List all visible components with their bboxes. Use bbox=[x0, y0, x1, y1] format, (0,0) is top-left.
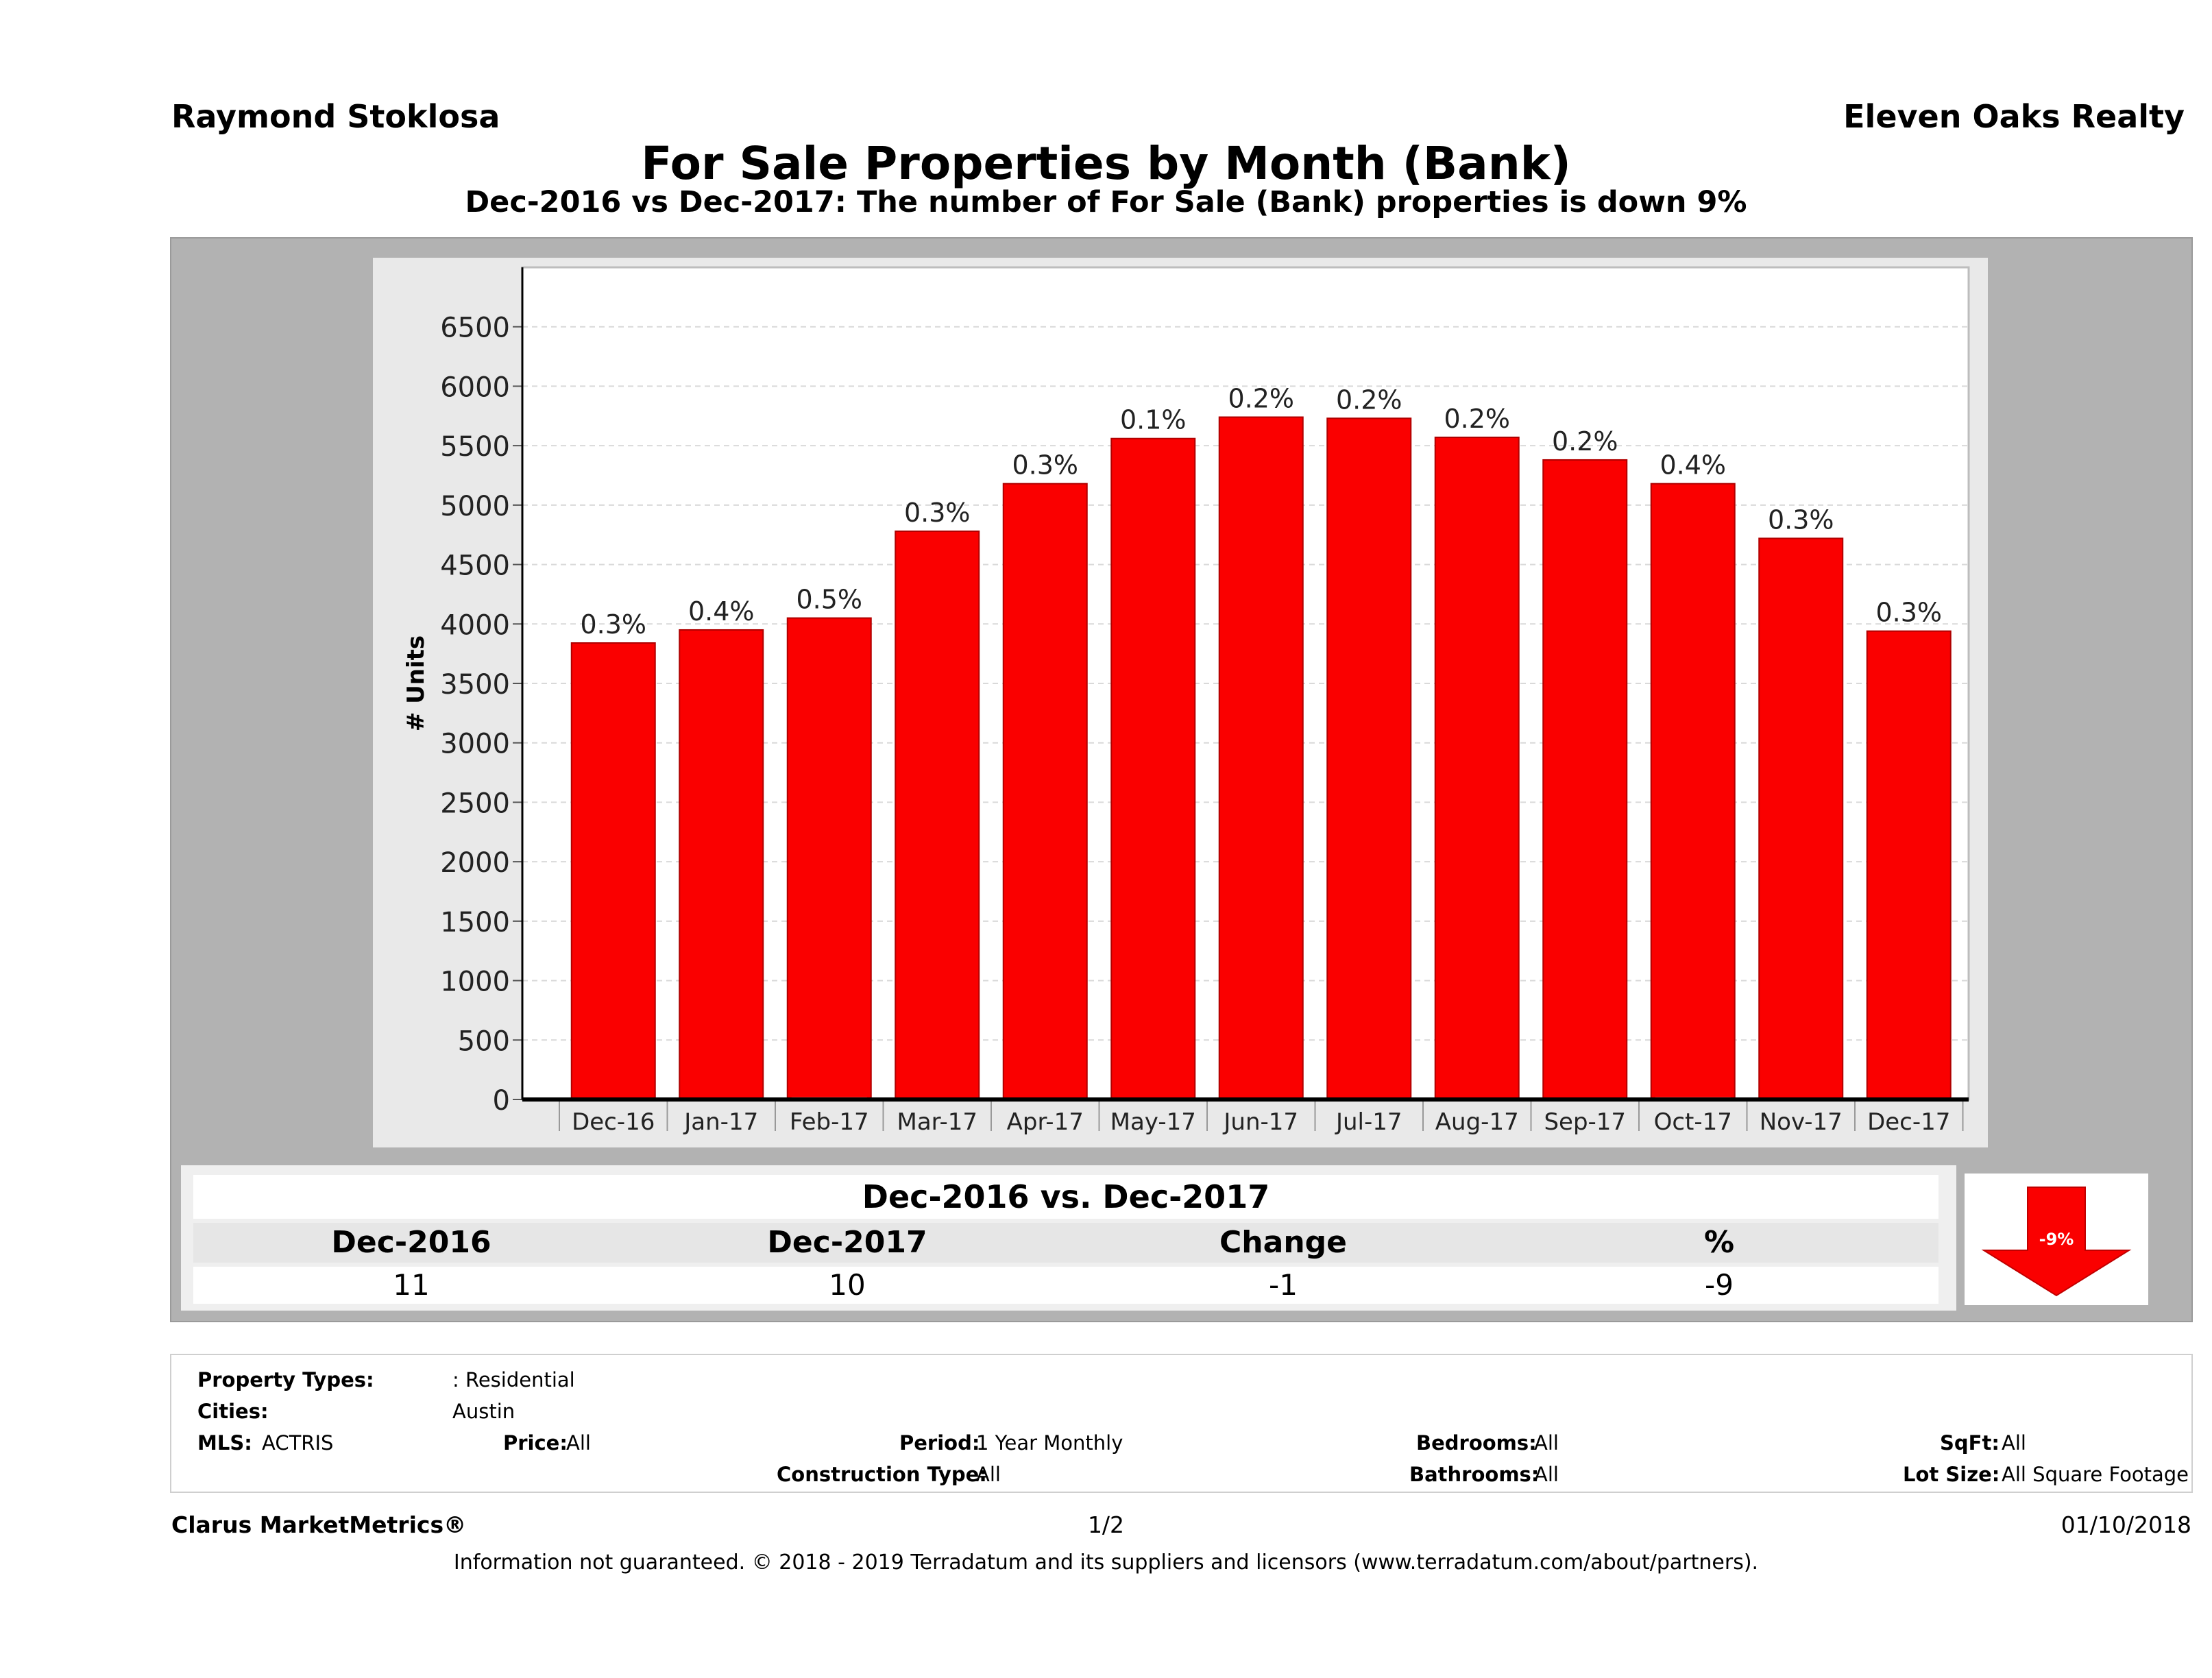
summary-header-percent: % bbox=[1703, 1225, 1735, 1260]
summary-header-change: Change bbox=[1219, 1225, 1347, 1260]
change-indicator-label: -9% bbox=[2039, 1230, 2074, 1249]
data-label: 0.3% bbox=[1012, 450, 1078, 481]
data-label: 0.3% bbox=[904, 498, 971, 528]
y-tick-label: 6500 bbox=[440, 313, 510, 344]
y-tick-label: 2500 bbox=[440, 788, 510, 819]
data-label: 0.4% bbox=[688, 596, 755, 627]
bar-jun-17 bbox=[1218, 416, 1304, 1100]
y-tick-label: 3000 bbox=[440, 729, 510, 760]
x-tick-label: Sep-17 bbox=[1544, 1108, 1626, 1136]
y-tick-label: 0 bbox=[493, 1085, 510, 1117]
bar-feb-17 bbox=[786, 617, 872, 1100]
lot-size-label: Lot Size: bbox=[1903, 1463, 2000, 1486]
filter-info-panel bbox=[170, 1354, 2193, 1493]
y-tick-label: 500 bbox=[458, 1025, 510, 1057]
y-tick-label: 4500 bbox=[440, 550, 510, 582]
bar-aug-17 bbox=[1434, 437, 1520, 1100]
cities-value: Austin bbox=[452, 1400, 515, 1423]
summary-title: Dec-2016 vs. Dec-2017 bbox=[193, 1175, 1938, 1219]
page-title: For Sale Properties by Month (Bank) bbox=[641, 137, 1571, 190]
data-label: 0.2% bbox=[1336, 385, 1402, 415]
x-tick-label: Jan-17 bbox=[683, 1108, 758, 1136]
summary-value-end: 10 bbox=[829, 1268, 866, 1302]
disclaimer-text: Information not guaranteed. © 2018 - 201… bbox=[453, 1551, 1759, 1574]
data-label: 0.3% bbox=[580, 609, 646, 640]
y-tick-label: 3500 bbox=[440, 669, 510, 701]
property-types-label: Property Types: bbox=[197, 1368, 374, 1391]
y-tick-label: 5500 bbox=[440, 431, 510, 463]
period-value: 1 Year Monthly bbox=[976, 1431, 1123, 1455]
mls-value: ACTRIS bbox=[262, 1431, 334, 1455]
x-tick-label: Nov-17 bbox=[1760, 1108, 1843, 1136]
summary-header-start: Dec-2016 bbox=[331, 1225, 491, 1260]
y-tick-label: 1000 bbox=[440, 966, 510, 998]
bar-dec-17 bbox=[1866, 630, 1952, 1100]
bar-mar-17 bbox=[895, 531, 980, 1100]
agent-name: Raymond Stoklosa bbox=[171, 98, 500, 135]
bedrooms-label: Bedrooms: bbox=[1416, 1431, 1537, 1455]
product-name: Clarus MarketMetrics® bbox=[171, 1511, 467, 1538]
data-label: 0.5% bbox=[796, 585, 862, 615]
summary-header-row: Dec-2016 Dec-2017 Change % bbox=[193, 1223, 1938, 1263]
lot-size-value: All Square Footage bbox=[2002, 1463, 2189, 1486]
y-tick-label: 5000 bbox=[440, 491, 510, 522]
chart-panel: 0 500 1000 1500 2000 2500 3000 3500 4000 4500 5000… bbox=[373, 258, 1988, 1147]
bar-may-17 bbox=[1110, 437, 1196, 1101]
x-tick-label: Oct-17 bbox=[1654, 1108, 1732, 1136]
x-tick-label: May-17 bbox=[1110, 1108, 1196, 1136]
cities-label: Cities: bbox=[197, 1400, 269, 1423]
price-value: All bbox=[566, 1431, 591, 1455]
construction-type-value: All bbox=[976, 1463, 1001, 1486]
summary-value-change: -1 bbox=[1269, 1268, 1298, 1302]
x-tick-label: Feb-17 bbox=[790, 1108, 869, 1136]
data-label: 0.3% bbox=[1875, 598, 1942, 628]
y-tick-label: 4000 bbox=[440, 609, 510, 641]
data-label: 0.2% bbox=[1552, 426, 1618, 457]
bar-jan-17 bbox=[679, 629, 764, 1100]
summary-value-row: 11 10 -1 -9 bbox=[193, 1267, 1938, 1304]
sqft-value: All bbox=[2002, 1431, 2026, 1455]
summary-value-start: 11 bbox=[393, 1268, 430, 1302]
bathrooms-label: Bathrooms: bbox=[1409, 1463, 1540, 1486]
bar-apr-17 bbox=[1002, 483, 1088, 1100]
bedrooms-value: All bbox=[1534, 1431, 1559, 1455]
report-date: 01/10/2018 bbox=[2061, 1511, 2191, 1538]
data-label: 0.2% bbox=[1228, 384, 1294, 414]
mls-label: MLS: bbox=[197, 1431, 252, 1455]
construction-type-label: Construction Type: bbox=[777, 1463, 987, 1486]
brokerage-name: Eleven Oaks Realty bbox=[1843, 98, 2185, 135]
y-tick-label: 2000 bbox=[440, 847, 510, 879]
bar-jul-17 bbox=[1326, 417, 1412, 1101]
bar-sep-17 bbox=[1542, 459, 1628, 1100]
summary-value-percent: -9 bbox=[1705, 1268, 1734, 1302]
x-tick-label: Apr-17 bbox=[1007, 1108, 1084, 1136]
price-label: Price: bbox=[503, 1431, 568, 1455]
down-arrow-icon: -9% bbox=[1981, 1187, 2132, 1297]
change-indicator: -9% bbox=[1965, 1174, 2148, 1305]
sqft-label: SqFt: bbox=[1940, 1431, 2000, 1455]
bar-nov-17 bbox=[1758, 537, 1844, 1101]
x-tick-label: Aug-17 bbox=[1435, 1108, 1519, 1136]
x-tick-label: Mar-17 bbox=[897, 1108, 977, 1136]
bar-oct-17 bbox=[1650, 483, 1736, 1100]
data-label: 0.3% bbox=[1768, 504, 1834, 535]
page-number: 1/2 bbox=[1087, 1511, 1125, 1538]
bar-chart: 0 500 1000 1500 2000 2500 3000 3500 4000 4500 5000… bbox=[402, 266, 1970, 1136]
bar-dec-16 bbox=[570, 642, 656, 1100]
page-subtitle: Dec-2016 vs Dec-2017: The number of For … bbox=[465, 185, 1747, 219]
property-types-value: : Residential bbox=[452, 1368, 575, 1391]
x-tick-label: Jun-17 bbox=[1222, 1108, 1298, 1136]
x-tick-label: Dec-16 bbox=[572, 1108, 655, 1136]
y-tick-label: 1500 bbox=[440, 907, 510, 938]
data-label: 0.4% bbox=[1660, 450, 1726, 481]
x-tick-label: Jul-17 bbox=[1335, 1108, 1402, 1136]
period-label: Period: bbox=[899, 1431, 980, 1455]
data-label: 0.2% bbox=[1444, 404, 1510, 434]
y-tick-label: 6000 bbox=[440, 372, 510, 403]
y-axis-title: # Units bbox=[402, 635, 430, 731]
data-label: 0.1% bbox=[1120, 405, 1187, 435]
x-tick-label: Dec-17 bbox=[1867, 1108, 1950, 1136]
summary-header-end: Dec-2017 bbox=[767, 1225, 927, 1260]
bathrooms-value: All bbox=[1534, 1463, 1559, 1486]
